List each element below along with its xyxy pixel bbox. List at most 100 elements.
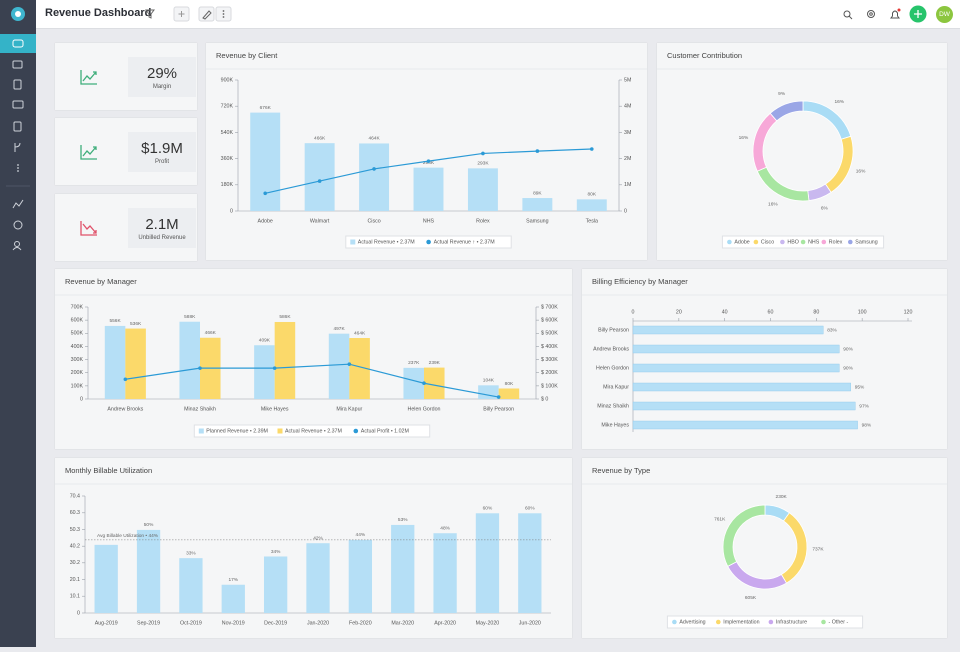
bar — [359, 143, 390, 211]
nav-icon[interactable] — [14, 142, 21, 152]
y-tick-label: 540K — [221, 130, 234, 136]
value-label: 464K — [368, 136, 380, 142]
line-point — [426, 159, 431, 163]
pie-slice — [802, 100, 852, 140]
mention-icon — [869, 12, 873, 16]
filter-button[interactable] — [145, 9, 155, 19]
y2-tick-label: 4M — [624, 104, 631, 110]
bar — [136, 529, 161, 613]
chart: Revenue by Manager 0 100K 200K 300K 400K 500K 6… — [55, 277, 572, 438]
nav-icon[interactable] — [14, 241, 20, 247]
value-label: 98% — [862, 422, 872, 428]
value-label: 80K — [588, 192, 597, 198]
top-bar: Revenue Dashboard DW — [36, 0, 960, 29]
bar — [263, 556, 288, 613]
legend-swatch — [198, 428, 204, 434]
value-label: 16% — [739, 135, 749, 141]
reference-label: Avg Billable Utilization • 44% — [97, 533, 159, 539]
y2-tick-label: $ 500K — [541, 331, 558, 337]
pie-slice — [807, 183, 832, 202]
panel: Revenue by Manager 0 100K 200K 300K 400K 500K 6… — [55, 269, 572, 449]
line-point — [263, 191, 268, 196]
value-label: 6% — [821, 205, 829, 211]
nav-icon[interactable] — [12, 199, 24, 209]
bar — [632, 401, 856, 411]
y-tick-label: 60.3 — [70, 510, 80, 516]
pie-slice — [752, 112, 778, 172]
kpi-value: 2.1M — [145, 216, 179, 233]
user-avatar[interactable]: DW — [936, 6, 953, 23]
bar — [254, 345, 275, 399]
x-tick-label: Minaz Shaikh — [184, 406, 216, 412]
y-tick-label: Helen Gordon — [596, 365, 629, 371]
chart-title: Customer Contribution — [667, 51, 742, 60]
kpi-icon — [80, 70, 97, 85]
legend-swatch — [821, 239, 827, 245]
more-icon — [222, 16, 225, 18]
search-button[interactable] — [843, 10, 851, 18]
y2-tick-label: 2M — [624, 156, 631, 162]
nav-icon[interactable] — [12, 100, 24, 109]
x-tick-label: Feb-2020 — [349, 620, 372, 626]
y2-tick-label: $ 100K — [541, 383, 558, 389]
value-label: 676K — [260, 105, 272, 111]
pie-slice — [722, 504, 766, 567]
value-label: 556K — [109, 318, 121, 324]
x-tick-label: May-2020 — [476, 620, 500, 626]
y-tick-label: 10.1 — [70, 594, 80, 600]
pie-slice — [769, 100, 804, 122]
panel: Customer Contribution 16% 16% 6% 16% 16% 9% Ado… — [657, 43, 947, 260]
sidebar — [0, 0, 36, 647]
value-label: 16% — [856, 168, 866, 174]
legend-swatch — [716, 619, 721, 625]
x-tick-label: 20 — [676, 309, 682, 315]
bar — [125, 328, 146, 399]
nav-icon[interactable] — [13, 79, 22, 90]
more-icon — [222, 13, 225, 15]
nav-icon[interactable] — [12, 39, 24, 48]
value-label: 464K — [354, 330, 366, 336]
y2-tick-label: $ 0 — [541, 396, 548, 402]
y2-tick-label: 5M — [624, 77, 631, 83]
nav-icon[interactable] — [13, 220, 23, 230]
nav-icon[interactable] — [17, 164, 19, 166]
chart-title: Revenue by Type — [592, 466, 650, 475]
line-point — [422, 381, 426, 386]
value-label: 761K — [714, 517, 726, 523]
chart: Monthly Billable Utilization 0 10.1 20.1 30.… — [55, 466, 572, 626]
y-tick-label: 0 — [230, 208, 233, 214]
y-tick-label: Andrew Brooks — [593, 346, 629, 352]
y-tick-label: Minaz Shaikh — [597, 403, 629, 409]
legend-label: Implementation — [723, 619, 759, 625]
legend-swatch — [727, 239, 732, 245]
x-tick-label: 120 — [904, 309, 913, 315]
bar — [498, 388, 520, 399]
nav-icon[interactable] — [12, 60, 23, 69]
legend-label: Actual Revenue • 2.37M — [358, 239, 415, 245]
add-icon — [178, 11, 185, 17]
y-tick-label: 360K — [221, 156, 234, 162]
x-tick-label: Mike Hayes — [261, 406, 289, 412]
x-tick-label: 60 — [768, 309, 774, 315]
nav-icon[interactable] — [13, 121, 22, 132]
chart: Revenue by Client 0 180K 360K 540K 720K 900K 0 1… — [206, 51, 647, 249]
value-label: 44% — [356, 532, 366, 538]
edit-icon — [202, 10, 212, 20]
x-tick-label: Aug-2019 — [95, 620, 118, 626]
kpi-icon — [80, 221, 97, 236]
more-icon — [222, 10, 225, 12]
y2-tick-label: $ 600K — [541, 318, 558, 324]
value-label: 95% — [855, 384, 865, 390]
x-tick-label: Oct-2019 — [180, 620, 202, 626]
x-tick-label: Rolex — [476, 218, 490, 224]
bar — [518, 513, 542, 613]
bar — [632, 382, 851, 392]
y2-tick-label: 3M — [624, 130, 631, 136]
notifications-button[interactable] — [890, 10, 900, 19]
x-tick-label: Jun-2020 — [519, 620, 541, 626]
legend-label: Rolex — [829, 239, 843, 245]
bar — [391, 524, 415, 613]
mention-button[interactable] — [867, 10, 875, 18]
bar — [349, 338, 370, 399]
nav-active[interactable] — [0, 34, 36, 53]
